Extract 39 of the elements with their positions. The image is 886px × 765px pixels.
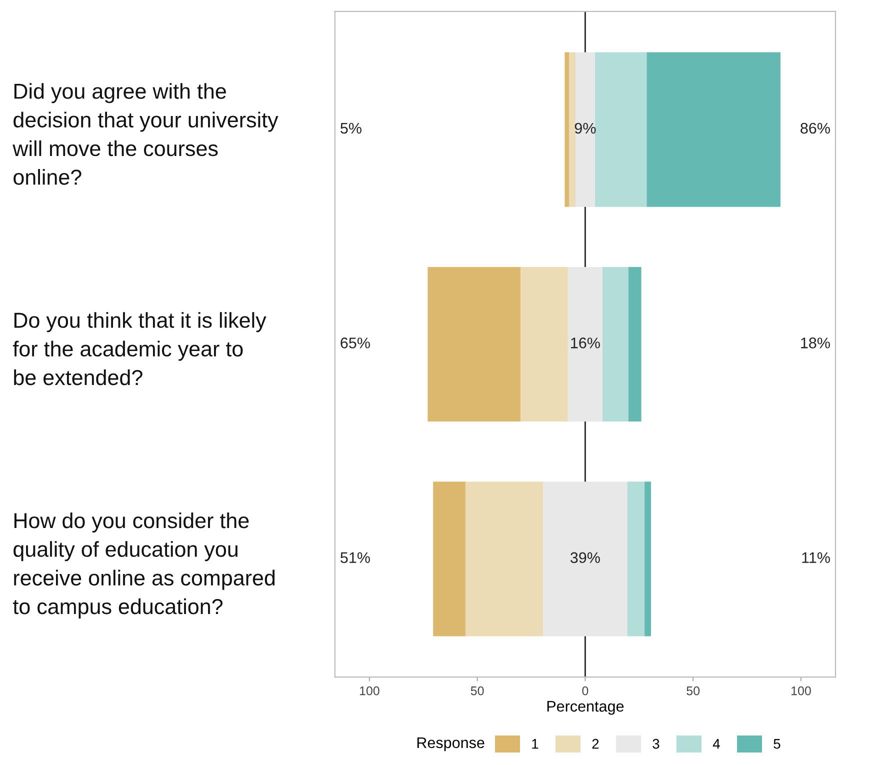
- bar: [575, 52, 595, 207]
- bar: [646, 52, 780, 207]
- legend-label: 3: [652, 738, 660, 749]
- bar: [433, 482, 466, 636]
- annotation: 9%: [574, 122, 596, 134]
- x-tick-label: 50: [470, 686, 484, 696]
- bar: [644, 482, 652, 636]
- annotation: 16%: [571, 338, 600, 348]
- y-tick-label: Do you think that it is likely for the academic year to be extended?: [12, 312, 266, 386]
- bar: [543, 482, 628, 636]
- legend-label: 1: [532, 739, 538, 749]
- annotation: 18%: [801, 338, 830, 348]
- x-tick-label: 100: [792, 686, 811, 696]
- bar: [627, 482, 645, 636]
- bar: [569, 52, 576, 207]
- bar: [594, 52, 647, 207]
- legend-label: 4: [712, 739, 720, 749]
- annotation: 39%: [570, 552, 600, 564]
- x-axis-title: Percentage: [547, 701, 624, 715]
- annotation: 11%: [802, 552, 830, 563]
- bar: [428, 266, 520, 422]
- bar: [628, 266, 642, 422]
- x-tick-label: 100: [360, 686, 380, 696]
- legend-label: 5: [774, 739, 780, 749]
- annotation: 51%: [340, 552, 370, 564]
- bar: [520, 266, 568, 422]
- bar: [564, 52, 570, 207]
- annotation: 5%: [340, 122, 362, 134]
- bar: [602, 266, 628, 422]
- y-tick-label: Did you agree with the decision that your university will move the courses online?: [12, 83, 278, 185]
- x-tick-label: 50: [686, 686, 700, 696]
- annotation: 65%: [340, 338, 370, 348]
- x-tick-label: 0: [582, 686, 588, 696]
- annotation: 86%: [800, 122, 830, 134]
- bar: [465, 482, 544, 636]
- bar: [568, 266, 602, 422]
- y-tick-label: How do you consider the quality of education you receive online as compared to campus education?: [13, 512, 275, 618]
- legend-label: 2: [592, 738, 599, 749]
- legend-title: Response: [417, 737, 484, 752]
